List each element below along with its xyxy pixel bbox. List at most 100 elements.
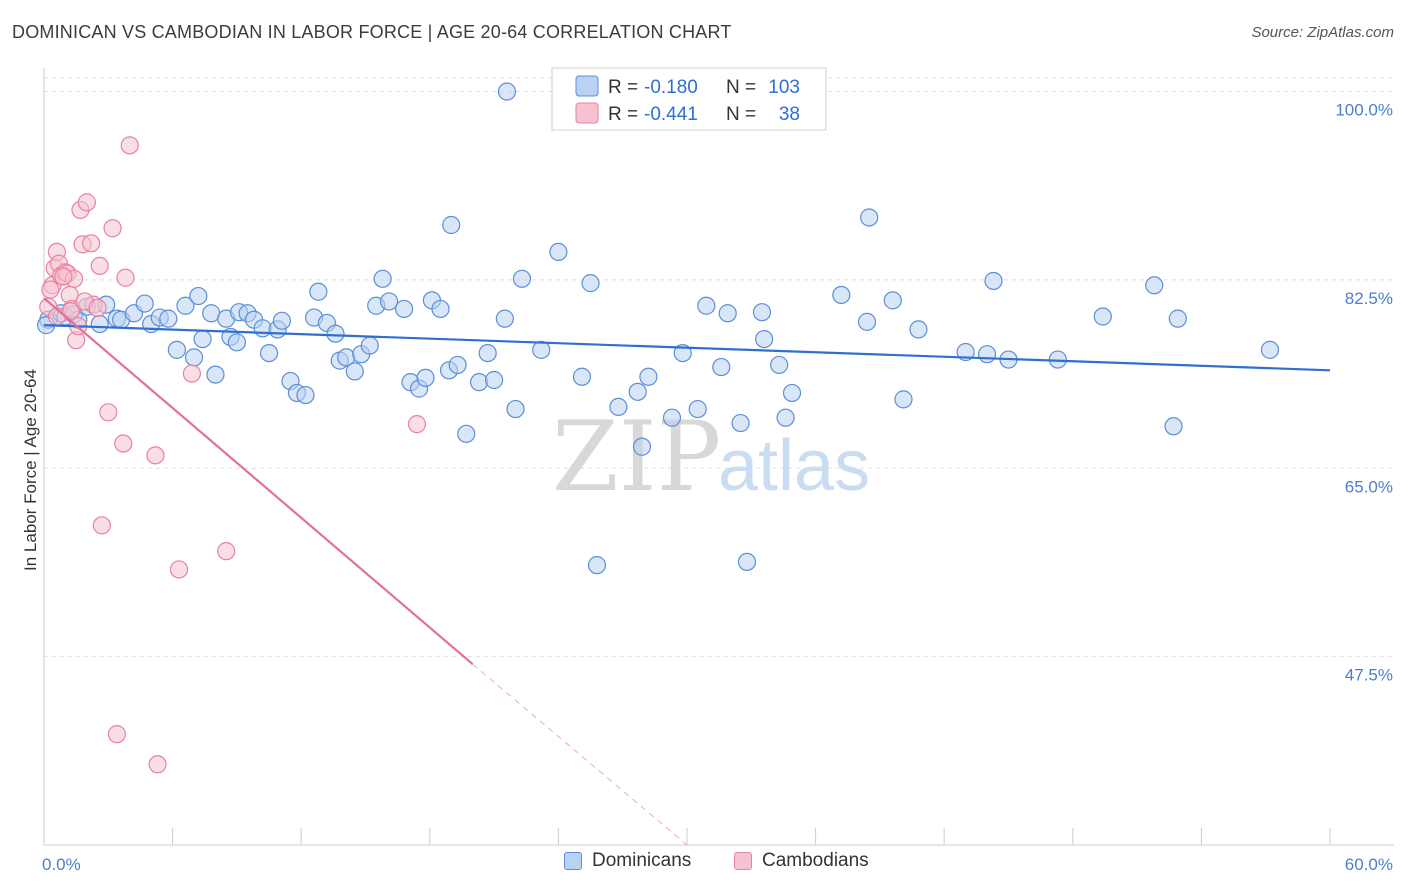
dominican-point — [609, 397, 628, 417]
dominican-point — [1145, 276, 1164, 295]
dominican-point — [628, 382, 647, 401]
legend-swatch-dominicans — [575, 75, 599, 97]
dominican-point — [737, 552, 757, 572]
x-tick-label: 0.0% — [42, 855, 81, 874]
cambodian-point — [61, 302, 80, 321]
dominican-point — [159, 309, 178, 328]
dominican-point — [416, 368, 435, 387]
cambodian-point — [107, 725, 126, 744]
cambodian-point — [169, 560, 189, 579]
dominican-point — [572, 367, 592, 386]
cambodian-point — [116, 268, 135, 287]
dominican-point — [394, 299, 414, 319]
dominican-point — [894, 390, 913, 409]
watermark-atlas: atlas — [718, 426, 870, 506]
dominican-point — [272, 311, 292, 330]
cambodians-trend-line — [43, 297, 474, 666]
y-tick-label: 100.0% — [1335, 101, 1393, 120]
dominican-point — [532, 340, 551, 359]
x-tick-labels: 0.0% 60.0% — [42, 855, 1393, 874]
cambodian-point — [103, 219, 122, 238]
dominican-point — [782, 383, 802, 403]
legend-n-label-2: N = — [726, 104, 756, 125]
dominican-point — [639, 367, 658, 386]
legend-n-label-1: N = — [726, 77, 756, 98]
dominican-point — [469, 373, 489, 392]
cambodians-label: Cambodians — [762, 850, 869, 871]
dominican-point — [1164, 417, 1183, 436]
dominican-point — [587, 556, 607, 575]
dominican-point — [752, 303, 772, 322]
dominican-point — [448, 355, 467, 375]
dominican-point — [909, 320, 928, 339]
cambodian-point — [54, 267, 73, 286]
cambodian-point — [146, 446, 165, 465]
dominican-point — [193, 329, 212, 349]
dominican-point — [167, 340, 186, 359]
dominican-point — [984, 271, 1003, 291]
dominican-point — [512, 269, 532, 288]
dominican-point — [632, 437, 652, 456]
dominican-point — [718, 304, 737, 323]
dominican-point — [549, 242, 568, 262]
dominican-point — [662, 408, 682, 427]
cambodians-points — [39, 136, 427, 774]
dominican-point — [776, 408, 795, 427]
dominican-point — [977, 345, 997, 364]
legend-swatch-cambodians — [575, 102, 599, 124]
dominican-point — [206, 365, 225, 384]
chart-title: DOMINICAN VS CAMBODIAN IN LABOR FORCE | … — [12, 22, 732, 42]
cambodian-point — [407, 415, 427, 434]
cambodian-point — [99, 403, 118, 422]
dominican-point — [1093, 307, 1112, 326]
dominican-point — [309, 282, 328, 301]
dominican-point — [478, 343, 497, 363]
dominican-point — [176, 296, 195, 315]
dominicans-points — [37, 82, 1280, 575]
dominican-point — [697, 296, 716, 315]
y-tick-label: 47.5% — [1345, 666, 1393, 685]
y-tick-label: 82.5% — [1345, 289, 1393, 308]
dominican-point — [135, 294, 154, 313]
x-tick-label: 60.0% — [1345, 855, 1393, 874]
dominican-point — [431, 299, 450, 319]
dominican-point — [731, 413, 750, 433]
y-axis-label: In Labor Force | Age 20-64 — [21, 369, 40, 571]
bottom-legend-dominicans: Dominicans — [564, 850, 691, 872]
dominicans-label: Dominicans — [592, 850, 692, 871]
dominican-point — [581, 274, 600, 293]
dominican-point — [497, 82, 517, 101]
dominican-point — [227, 333, 246, 352]
dominican-point — [832, 285, 851, 305]
cambodian-point — [182, 364, 201, 383]
dominican-point — [673, 343, 692, 363]
dominican-point — [506, 399, 525, 419]
dominican-point — [495, 309, 514, 328]
dominican-point — [442, 215, 461, 235]
dominican-point — [184, 348, 204, 367]
cambodian-point — [217, 542, 236, 561]
legend-n-value-1: 103 — [768, 77, 800, 98]
dominican-point — [90, 314, 109, 334]
y-tick-label: 65.0% — [1345, 477, 1393, 496]
cambodian-point — [120, 136, 139, 155]
bottom-legend: Dominicans Cambodians — [0, 850, 1406, 880]
dominican-point — [755, 329, 774, 349]
dominican-point — [379, 292, 399, 311]
legend-r-value-2: -0.441 — [644, 104, 698, 125]
trend-lines — [43, 297, 1331, 846]
dominican-point — [457, 424, 476, 443]
legend-n-value-2: 38 — [779, 104, 800, 125]
dominican-point — [485, 370, 504, 390]
cambodians-swatch — [734, 852, 752, 870]
source-label: Source: ZipAtlas.com — [1251, 24, 1394, 41]
watermark: ZIP atlas — [552, 401, 870, 513]
dominican-point — [712, 357, 731, 377]
cambodians-trend-extension — [472, 663, 688, 846]
dominican-point — [883, 291, 902, 310]
legend-r-value-1: -0.180 — [644, 77, 698, 98]
dominican-point — [345, 362, 364, 381]
dominicans-trend-line — [43, 324, 1331, 372]
axes — [43, 68, 1394, 846]
